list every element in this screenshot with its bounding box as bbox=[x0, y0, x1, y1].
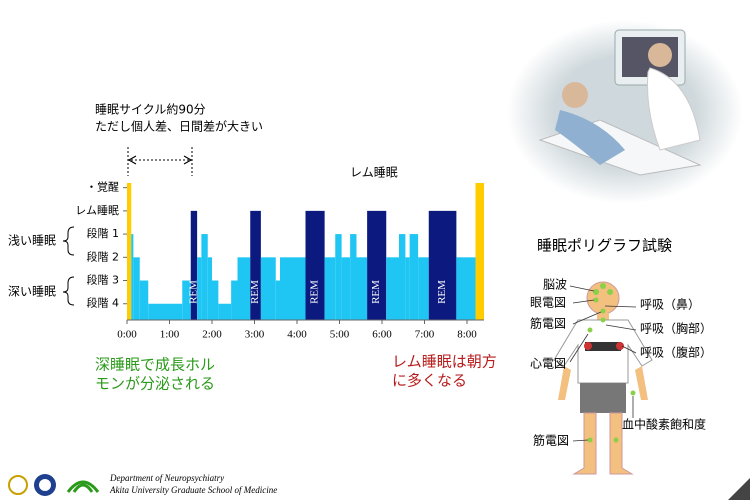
psg-label: 呼吸（胸部） bbox=[640, 321, 712, 336]
footer: Department of Neuropsychiatry bbox=[109, 473, 224, 483]
y-tick-label: 段階 1 bbox=[87, 226, 120, 240]
y-tick-label: 段階 3 bbox=[87, 273, 120, 287]
x-tick-label: 0:00 bbox=[117, 329, 137, 341]
psg-title: 睡眠ポリグラフ試験 bbox=[537, 237, 672, 255]
y-tick-label: レム睡眠 bbox=[75, 204, 119, 217]
corner bbox=[728, 478, 750, 500]
psg-label: 呼吸（腹部） bbox=[640, 345, 712, 360]
stage-segment bbox=[182, 280, 191, 320]
psg-label: 心電図 bbox=[530, 357, 566, 371]
stage-segment bbox=[275, 280, 280, 320]
stage-segment bbox=[341, 257, 351, 320]
stage-segment bbox=[197, 257, 202, 320]
stage-segment bbox=[218, 303, 232, 320]
stage-segment bbox=[409, 234, 419, 320]
psg-label: 筋電図 bbox=[530, 316, 566, 331]
x-tick-label: 4:00 bbox=[287, 329, 307, 341]
stage-segment bbox=[418, 257, 429, 320]
psg-label: 脳波 bbox=[543, 278, 567, 292]
rem-label: REM bbox=[309, 280, 321, 304]
stage-segment bbox=[250, 210, 261, 320]
y-tick-label: 段階 2 bbox=[87, 249, 120, 263]
stage-segment bbox=[237, 257, 251, 320]
green-note: 深睡眠で成長ホル bbox=[95, 356, 215, 374]
stage-segment bbox=[386, 257, 399, 320]
logos bbox=[8, 474, 100, 496]
stage-segment bbox=[350, 234, 357, 320]
stage-segment bbox=[231, 280, 238, 320]
stage-segment bbox=[212, 280, 219, 320]
green-note: モンが分泌される bbox=[95, 375, 215, 393]
stage-segment bbox=[148, 303, 183, 320]
stage-segment bbox=[475, 183, 484, 320]
stage-segment bbox=[428, 210, 457, 320]
x-tick-label: 1:00 bbox=[160, 329, 180, 341]
body-figure bbox=[553, 281, 653, 475]
stage-segment bbox=[405, 257, 410, 320]
red-note: レム睡眠は朝方 bbox=[392, 353, 497, 371]
x-tick-label: 5:00 bbox=[330, 329, 350, 341]
note: 睡眠サイクル約90分 bbox=[95, 102, 206, 117]
footer: Akita University Graduate School of Medi… bbox=[109, 485, 277, 495]
psg-label: 眼電図 bbox=[530, 296, 566, 310]
rem-caption: レム睡眠 bbox=[350, 166, 398, 180]
stage-segment bbox=[207, 257, 212, 320]
stage-segment bbox=[133, 257, 140, 320]
stage-segment bbox=[127, 183, 132, 320]
rem-label: REM bbox=[370, 280, 382, 304]
stage-segment bbox=[201, 234, 208, 320]
stage-segment bbox=[305, 210, 325, 320]
psg-label: 筋電図 bbox=[533, 433, 569, 448]
stage-segment bbox=[367, 210, 387, 320]
stage-segment bbox=[260, 257, 276, 320]
x-tick-label: 2:00 bbox=[202, 329, 222, 341]
x-tick-label: 6:00 bbox=[372, 329, 392, 341]
red-note: に多くなる bbox=[392, 372, 467, 390]
brace bbox=[62, 276, 75, 306]
y-tick-label: ・覚醒 bbox=[86, 181, 119, 194]
group-label: 深い睡眠 bbox=[8, 285, 56, 299]
stage-segment bbox=[190, 210, 198, 320]
psg-label: 呼吸（鼻） bbox=[640, 297, 700, 312]
rem-label: REM bbox=[249, 280, 261, 304]
brace bbox=[62, 226, 75, 256]
rem-label: REM bbox=[187, 280, 199, 304]
stage-segment bbox=[324, 257, 336, 320]
stage-segment bbox=[131, 234, 134, 320]
stage-segment bbox=[280, 257, 306, 320]
rem-label: REM bbox=[436, 280, 448, 304]
stage-segment bbox=[335, 234, 342, 320]
photo bbox=[507, 20, 743, 204]
cycle-arrow bbox=[127, 147, 193, 176]
stage-segment bbox=[399, 234, 406, 320]
note: ただし個人差、日間差が大きい bbox=[95, 119, 263, 134]
stage-segment bbox=[356, 257, 368, 320]
psg-label: 血中酸素飽和度 bbox=[622, 417, 706, 432]
x-tick-label: 3:00 bbox=[245, 329, 265, 341]
y-tick-label: 段階 4 bbox=[87, 296, 120, 310]
x-tick-label: 7:00 bbox=[415, 329, 435, 341]
stage-segment bbox=[456, 257, 476, 320]
stage-segment bbox=[139, 280, 149, 320]
x-tick-label: 8:00 bbox=[457, 329, 477, 341]
group-label: 浅い睡眠 bbox=[8, 234, 56, 248]
